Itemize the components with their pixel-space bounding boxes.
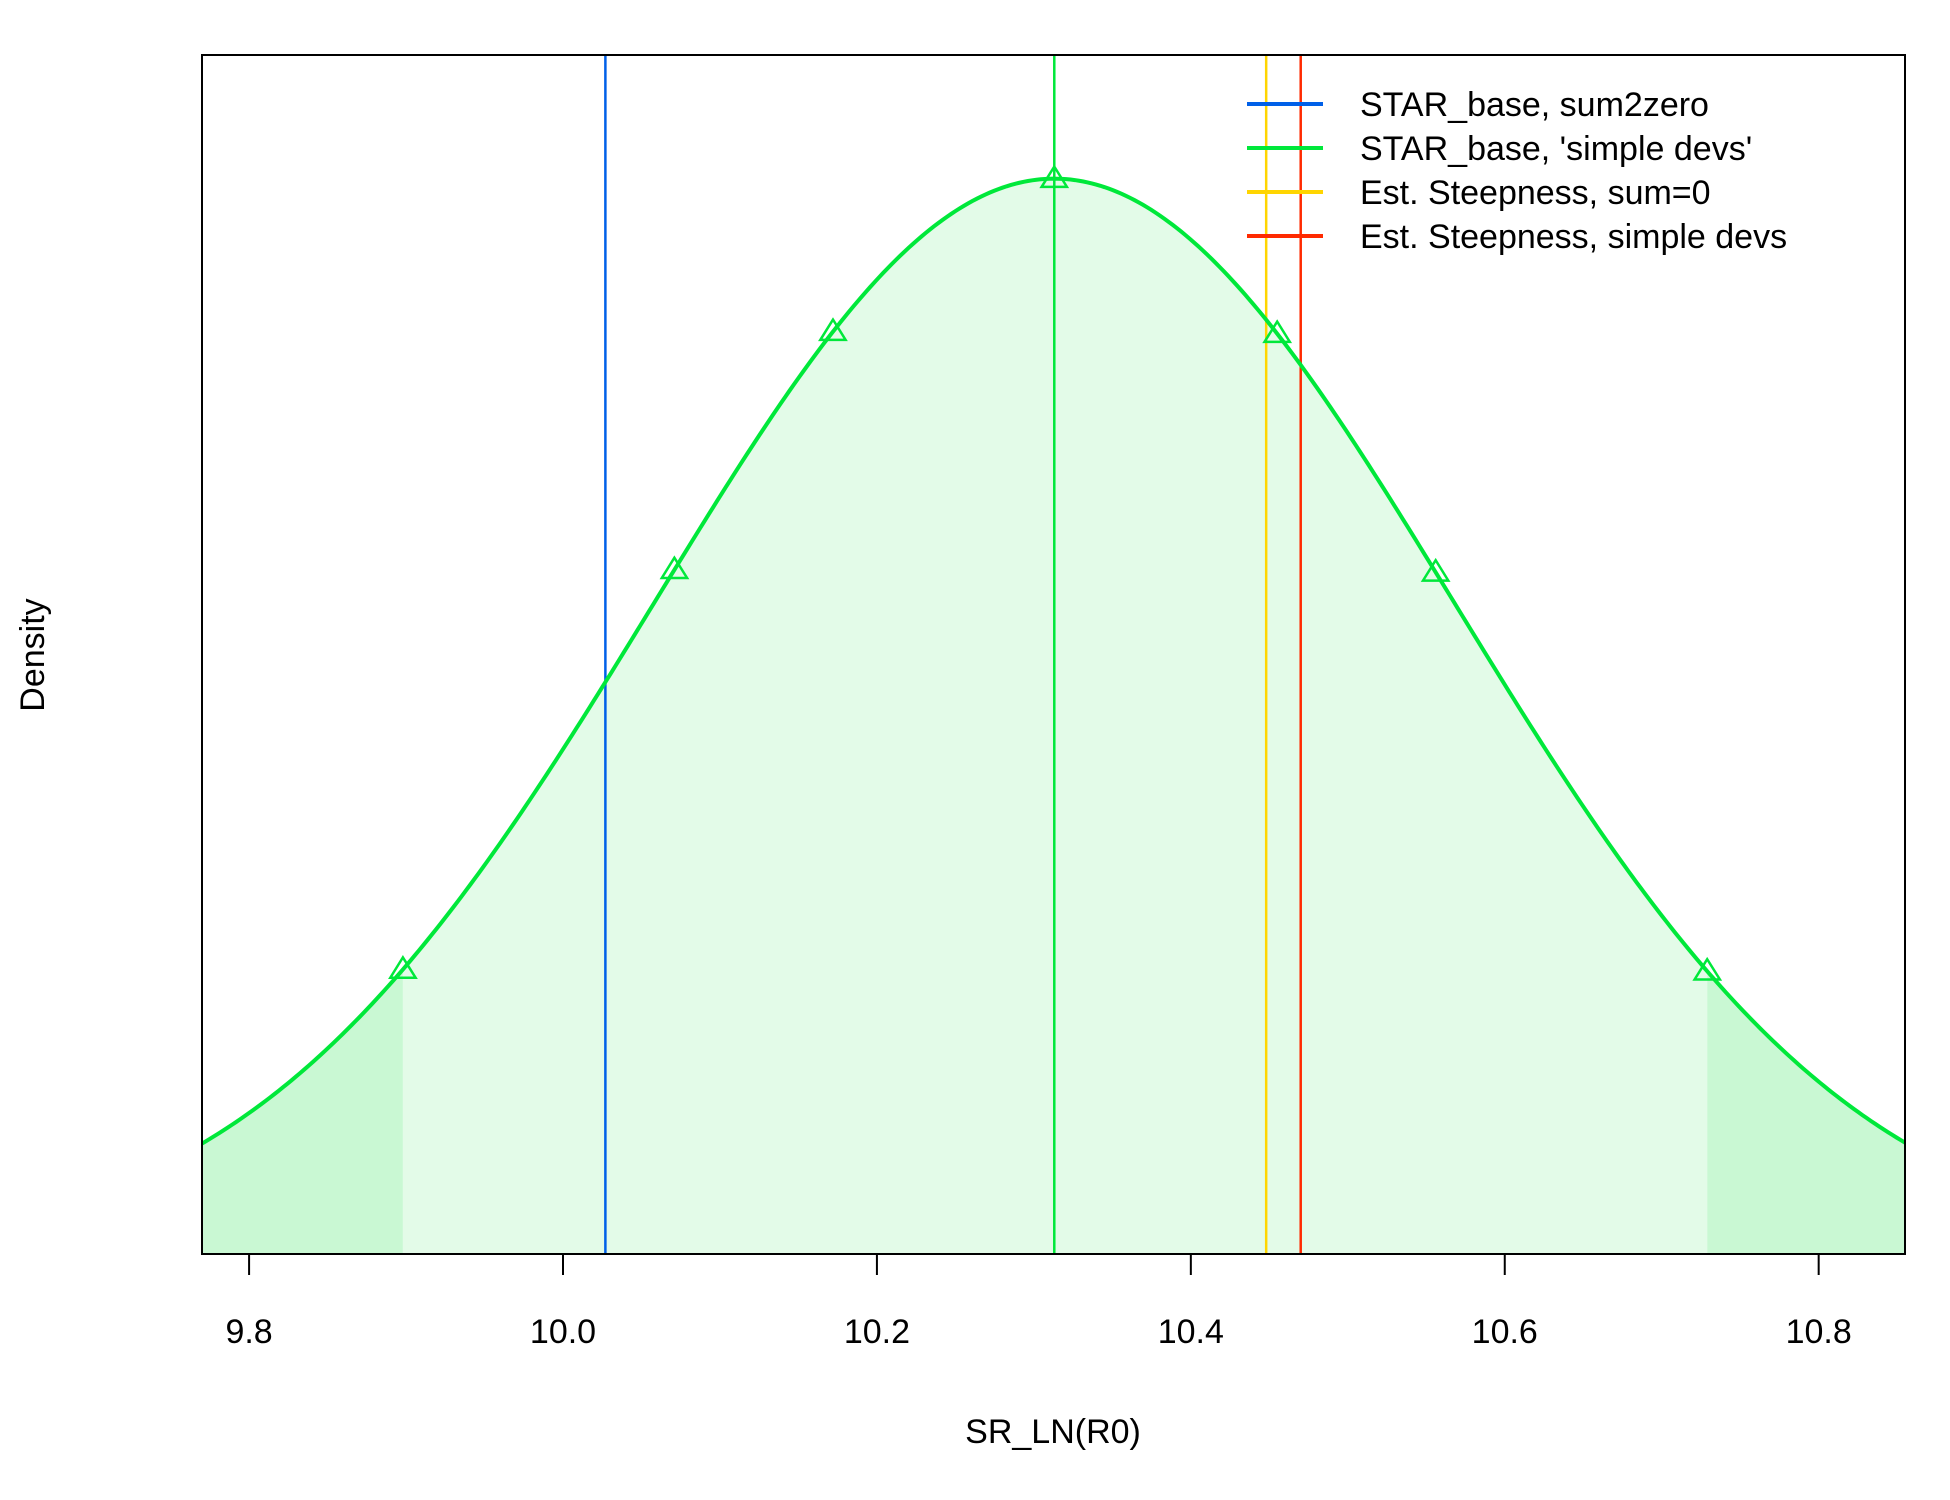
density-curve <box>200 176 1907 1146</box>
x-axis: 9.8 10.0 10.2 10.4 10.6 10.8 <box>225 1254 1852 1351</box>
legend-label-2: STAR_base, 'simple devs' <box>1360 130 1752 168</box>
x-tick-label-6: 10.8 <box>1786 1313 1852 1351</box>
x-tick-label-3: 10.2 <box>844 1313 910 1351</box>
density-marker-6 <box>1420 557 1451 582</box>
x-tick-label-2: 10.0 <box>530 1313 596 1351</box>
y-axis-title: Density <box>14 598 52 711</box>
legend: STAR_base, sum2zero STAR_base, 'simple de… <box>1247 86 1787 256</box>
density-left-tail-fill <box>202 969 403 1254</box>
density-marker-1 <box>388 955 418 979</box>
density-marker-7 <box>1692 956 1723 981</box>
x-axis-title: SR_LN(R0) <box>965 1413 1141 1451</box>
x-tick-label-1: 9.8 <box>225 1313 272 1351</box>
plot-border <box>201 54 1906 1255</box>
legend-label-1: STAR_base, sum2zero <box>1360 86 1709 124</box>
plot-area <box>200 55 1907 1254</box>
density-marker-3 <box>818 317 848 342</box>
legend-label-3: Est. Steepness, sum=0 <box>1360 174 1711 212</box>
x-tick-label-4: 10.4 <box>1158 1313 1224 1351</box>
x-tick-label-5: 10.6 <box>1472 1313 1538 1351</box>
density-marker-4 <box>1039 164 1070 189</box>
density-marker-2 <box>659 555 690 580</box>
density-right-tail-fill <box>1707 971 1905 1254</box>
legend-label-4: Est. Steepness, simple devs <box>1360 218 1787 256</box>
density-marker-5 <box>1262 319 1293 344</box>
